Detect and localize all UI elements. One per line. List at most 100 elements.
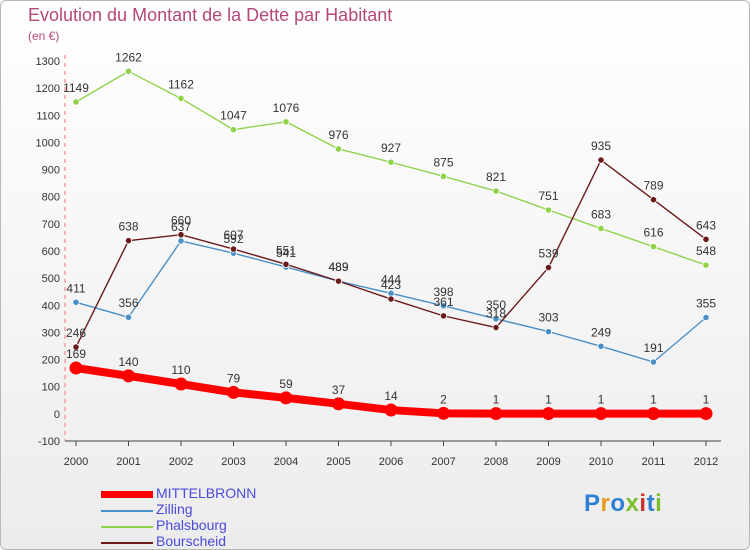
data-label-zilling: 637 bbox=[171, 220, 191, 234]
data-point-zilling bbox=[649, 358, 658, 366]
data-point-mittelbronn bbox=[122, 369, 135, 383]
data-label-phalsbourg: 1149 bbox=[63, 81, 89, 95]
data-label-zilling: 191 bbox=[643, 341, 663, 355]
data-point-mittelbronn bbox=[69, 361, 83, 375]
data-label-zilling: 303 bbox=[538, 311, 558, 325]
data-point-zilling bbox=[492, 315, 500, 323]
data-point-zilling bbox=[544, 328, 553, 336]
data-label-bourscheid: 789 bbox=[643, 179, 663, 193]
data-point-phalsbourg bbox=[492, 187, 500, 195]
data-label-mittelbronn: 37 bbox=[332, 383, 346, 397]
legend-swatch-bourscheid bbox=[101, 542, 153, 544]
y-tick-label: -100 bbox=[38, 436, 60, 448]
data-point-mittelbronn bbox=[699, 407, 713, 421]
data-point-zilling bbox=[72, 298, 80, 306]
data-point-bourscheid bbox=[387, 295, 395, 303]
data-point-phalsbourg bbox=[649, 243, 658, 251]
data-point-bourscheid bbox=[544, 263, 553, 272]
y-tick-label: 300 bbox=[42, 327, 60, 339]
data-point-phalsbourg bbox=[387, 158, 395, 166]
data-label-zilling: 350 bbox=[486, 298, 506, 312]
series-line-bourscheid bbox=[75, 159, 707, 348]
data-point-mittelbronn bbox=[594, 407, 608, 421]
data-label-phalsbourg: 1162 bbox=[168, 77, 194, 91]
logo-letter: x bbox=[625, 490, 640, 517]
data-label-phalsbourg: 976 bbox=[328, 128, 348, 142]
data-label-zilling: 411 bbox=[66, 281, 85, 295]
x-tick-label: 2001 bbox=[116, 456, 140, 468]
data-label-zilling: 489 bbox=[328, 260, 348, 274]
data-point-phalsbourg bbox=[334, 145, 343, 153]
data-label-phalsbourg: 683 bbox=[591, 207, 611, 221]
data-label-mittelbronn: 1 bbox=[598, 393, 605, 407]
data-label-zilling: 541 bbox=[276, 246, 296, 260]
y-tick-label: 500 bbox=[42, 273, 60, 285]
data-label-phalsbourg: 1076 bbox=[273, 101, 300, 115]
data-point-mittelbronn bbox=[174, 377, 188, 391]
chart-title: Evolution du Montant de la Dette par Hab… bbox=[28, 5, 393, 25]
data-point-bourscheid bbox=[282, 260, 290, 268]
data-point-mittelbronn bbox=[489, 407, 503, 421]
data-point-bourscheid bbox=[124, 237, 133, 245]
data-point-phalsbourg bbox=[72, 98, 80, 106]
data-labels: 1149 1262 1162 1047 1076 976 927 875 821 751 683 61… bbox=[63, 50, 716, 406]
legend-swatch-phalsbourg bbox=[101, 526, 153, 528]
data-point-bourscheid bbox=[72, 343, 80, 351]
legend-item-bourscheid: Bourscheid bbox=[101, 533, 341, 549]
data-label-bourscheid: 539 bbox=[538, 247, 558, 261]
data-point-phalsbourg bbox=[282, 118, 290, 126]
x-tick-label: 2003 bbox=[221, 456, 245, 468]
y-tick-label: 700 bbox=[42, 219, 60, 231]
legend-item-mittelbronn: MITTELBRONN bbox=[101, 485, 341, 502]
unit-label: (en €) bbox=[28, 29, 60, 43]
data-label-phalsbourg: 751 bbox=[538, 189, 558, 203]
y-tick-label: 600 bbox=[42, 246, 60, 258]
data-label-zilling: 355 bbox=[696, 297, 716, 311]
x-tick-label: 2005 bbox=[326, 456, 350, 468]
data-point-phalsbourg bbox=[597, 224, 605, 233]
data-point-mittelbronn bbox=[384, 403, 398, 417]
data-label-phalsbourg: 1262 bbox=[115, 50, 142, 64]
data-point-phalsbourg bbox=[702, 261, 710, 269]
data-point-mittelbronn bbox=[647, 407, 660, 421]
data-point-bourscheid bbox=[439, 312, 448, 320]
data-point-mittelbronn bbox=[227, 385, 240, 399]
data-label-mittelbronn: 79 bbox=[227, 371, 241, 385]
data-label-bourscheid: 246 bbox=[66, 326, 86, 340]
data-label-mittelbronn: 1 bbox=[493, 393, 500, 407]
data-label-bourscheid: 489 bbox=[328, 260, 348, 274]
data-label-bourscheid: 423 bbox=[381, 278, 401, 292]
data-label-mittelbronn: 1 bbox=[703, 393, 710, 407]
data-label-bourscheid: 318 bbox=[486, 307, 506, 321]
data-label-bourscheid: 638 bbox=[118, 220, 138, 234]
data-point-zilling bbox=[439, 302, 448, 310]
x-axis-ticks: 2000 2001 2002 2003 2004 2005 2006 2007 2008 2009… bbox=[64, 441, 718, 468]
x-tick-label: 2012 bbox=[694, 456, 718, 468]
y-tick-label: 200 bbox=[42, 355, 60, 367]
x-tick-label: 2006 bbox=[379, 456, 403, 468]
y-tick-label: 100 bbox=[42, 382, 60, 394]
legend-label-bourscheid: Bourscheid bbox=[156, 533, 227, 549]
data-point-bourscheid bbox=[597, 156, 605, 164]
data-label-mittelbronn: 110 bbox=[171, 363, 190, 377]
data-label-phalsbourg: 1047 bbox=[220, 109, 247, 123]
data-point-zilling bbox=[597, 342, 605, 350]
logo-letter: r bbox=[600, 490, 611, 517]
x-tick-label: 2010 bbox=[589, 456, 613, 468]
data-point-zilling bbox=[177, 237, 185, 245]
data-point-bourscheid bbox=[702, 235, 710, 243]
y-axis-ticks: -100 0 100 200 300 400 500 600 700 800 900 1000 1100… bbox=[36, 56, 60, 448]
data-point-phalsbourg bbox=[124, 67, 133, 75]
data-point-phalsbourg bbox=[439, 172, 448, 180]
data-label-zilling: 356 bbox=[118, 296, 138, 310]
y-tick-label: 1000 bbox=[36, 137, 60, 149]
data-point-mittelbronn bbox=[332, 397, 345, 411]
logo-letter: i bbox=[639, 490, 647, 517]
data-label-mittelbronn: 14 bbox=[384, 389, 398, 403]
data-point-bourscheid bbox=[177, 231, 185, 239]
y-tick-label: 900 bbox=[42, 165, 60, 177]
data-label-mittelbronn: 1 bbox=[650, 393, 657, 407]
data-label-bourscheid: 643 bbox=[696, 218, 716, 232]
